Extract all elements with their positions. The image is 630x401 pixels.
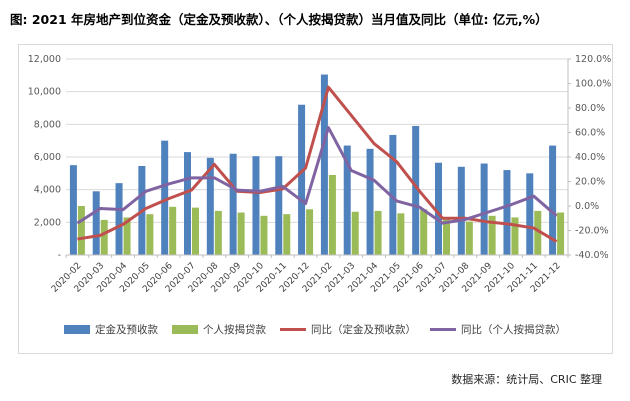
left-axis-label: 6,000: [34, 152, 61, 163]
bar-deposits: [161, 140, 169, 255]
bar-deposits: [389, 134, 397, 255]
bar-mortgage: [488, 215, 496, 255]
bar-deposits: [115, 183, 123, 255]
bar-deposits: [184, 152, 191, 255]
bar-mortgage: [100, 219, 108, 255]
bar-deposits: [526, 173, 534, 255]
right-axis-label: -20.0%: [575, 226, 609, 237]
data-source: 数据来源：统计局、CRIC 整理: [451, 373, 602, 386]
bar-mortgage: [283, 214, 291, 255]
bar-deposits: [69, 165, 77, 255]
right-axis-label: -40.0%: [575, 250, 609, 261]
bar-deposits: [229, 153, 237, 255]
bar-mortgage: [214, 210, 222, 255]
left-axis-label: 10,000: [28, 87, 61, 98]
bar-mortgage: [237, 212, 245, 255]
left-axis-label: -: [58, 250, 61, 261]
bar-mortgage: [77, 206, 85, 255]
right-axis-label: 100.0%: [575, 79, 611, 90]
bar-deposits: [320, 74, 328, 256]
left-axis-label: 8,000: [34, 119, 61, 130]
bar-deposits: [206, 157, 214, 255]
right-axis-label: 80.0%: [575, 103, 605, 114]
right-axis-label: 20.0%: [575, 177, 605, 188]
legend-label: 个人按揭贷款: [203, 324, 266, 336]
bar-mortgage: [260, 215, 268, 255]
bar-mortgage: [443, 217, 450, 255]
bar-deposits: [298, 104, 306, 255]
bar-mortgage: [123, 217, 131, 255]
bar-deposits: [366, 148, 374, 255]
bar-mortgage: [169, 206, 177, 255]
bar-deposits: [457, 166, 465, 255]
bar-deposits: [275, 156, 283, 255]
line-yoy-deposits: [77, 85, 558, 243]
bar-mortgage: [420, 209, 428, 255]
bar-mortgage: [351, 211, 359, 255]
legend-bar-swatch: [64, 325, 90, 334]
bar-mortgage: [534, 210, 542, 255]
bar-mortgage: [192, 207, 199, 255]
legend-label: 同比（个人按揭贷款）: [461, 324, 566, 336]
bar-mortgage: [306, 209, 314, 255]
bar-mortgage: [328, 174, 336, 255]
line-yoy-mortgage: [76, 126, 558, 225]
bar-deposits: [92, 191, 100, 255]
right-axis-label: 40.0%: [575, 152, 605, 163]
bar-deposits: [343, 145, 351, 255]
legend-item: 同比（个人按揭贷款）: [430, 322, 566, 337]
bar-mortgage: [374, 210, 382, 255]
legend-label: 定金及预收款: [95, 324, 158, 336]
chart-legend: 定金及预收款 个人按揭贷款 同比（定金及预收款） 同比（个人按揭贷款）: [0, 322, 630, 337]
left-axis-label: 12,000: [28, 54, 61, 65]
bar-deposits: [252, 156, 260, 255]
right-axis-label: 120.0%: [575, 54, 611, 65]
bar-deposits: [480, 163, 488, 255]
bar-mortgage: [146, 214, 154, 255]
legend-line-swatch: [430, 328, 456, 331]
bar-mortgage: [511, 217, 519, 255]
legend-item: 同比（定金及预收款）: [280, 322, 416, 337]
bar-deposits: [435, 162, 442, 255]
legend-item: 定金及预收款: [64, 322, 158, 337]
combo-chart-plot: - 2,000 4,000 6,000 8,000 10,000 12,000 -40.0% -…: [28, 54, 611, 295]
chart-title: 图: 2021 年房地产到位资金（定金及预收款）、（个人按揭贷款）当月值及同比（…: [10, 12, 548, 27]
bar-deposits: [503, 170, 511, 255]
legend-bar-swatch: [172, 325, 198, 334]
left-axis-label: 2,000: [34, 217, 61, 228]
bar-mortgage: [465, 221, 473, 255]
legend-line-swatch: [280, 328, 306, 331]
bar-deposits: [549, 145, 557, 255]
left-axis-label: 4,000: [34, 185, 61, 196]
bar-deposits: [412, 125, 420, 255]
right-axis-label: 0.0%: [575, 201, 599, 212]
bar-mortgage: [397, 213, 405, 255]
legend-item: 个人按揭贷款: [172, 322, 266, 337]
right-axis-label: 60.0%: [575, 128, 605, 139]
bar-mortgage: [557, 212, 565, 255]
legend-label: 同比（定金及预收款）: [311, 324, 416, 336]
